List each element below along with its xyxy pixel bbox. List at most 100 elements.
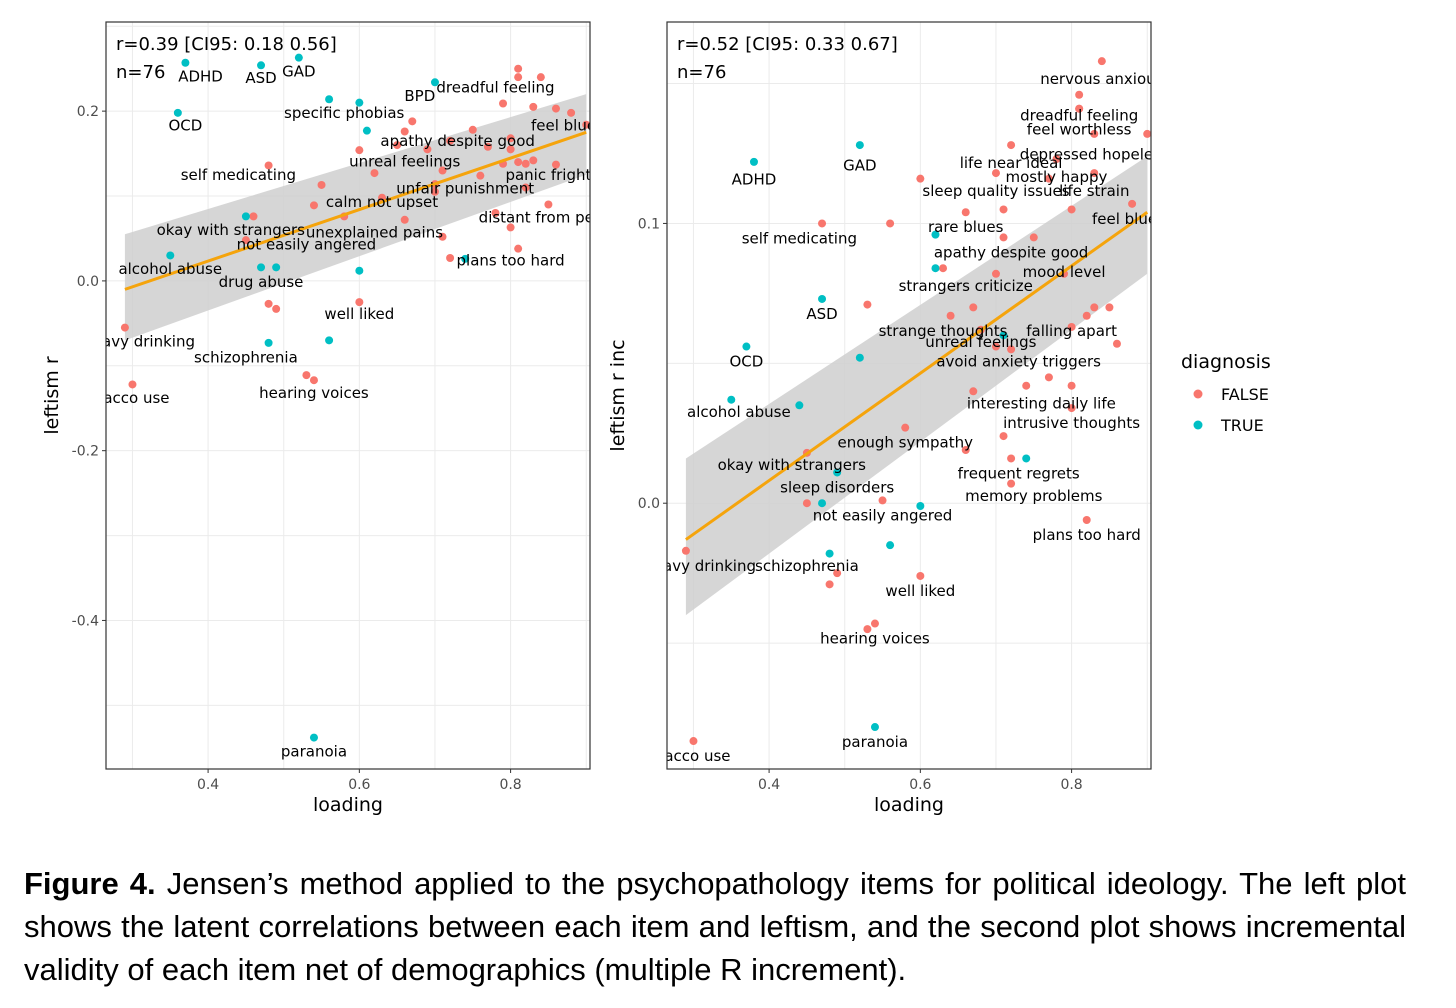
point-label-panic-fright: panic fright <box>505 166 591 184</box>
data-point <box>506 145 515 154</box>
point-label-alcohol-abuse: alcohol abuse <box>687 403 791 421</box>
data-point-not-easily-angered <box>241 236 250 245</box>
data-point-hearing-voices <box>870 619 879 628</box>
data-point-avoid-anxiety-triggers <box>991 342 1000 351</box>
data-point <box>818 499 827 508</box>
data-point <box>438 232 447 241</box>
data-point <box>886 219 895 228</box>
stat-annotation-1: n=76 <box>677 62 726 83</box>
data-point <box>939 264 948 273</box>
legend-key-true <box>1193 420 1203 430</box>
point-label-heavy-drinking: heavy drinking <box>644 557 756 575</box>
point-label-sleep-quality-issues: sleep quality issues <box>922 182 1069 200</box>
point-label-sleep-disorders: sleep disorders <box>780 478 894 496</box>
data-point-heavy-drinking <box>681 546 690 555</box>
data-point-unreal-feelings <box>393 141 402 150</box>
data-point <box>355 266 364 275</box>
data-point-gad <box>294 53 303 62</box>
data-point-okay-with-strangers <box>241 212 250 221</box>
point-label-strangers-criticize: strangers criticize <box>899 277 1033 295</box>
data-point-alcohol-abuse <box>727 395 736 404</box>
confidence-ribbon <box>124 94 587 341</box>
point-label-heavy-drinking: heavy drinking <box>83 332 195 350</box>
data-point-life-strain <box>1090 169 1099 178</box>
point-label-drug-abuse: drug abuse <box>219 273 304 291</box>
data-point-schizophrenia <box>264 338 273 347</box>
data-point-adhd <box>749 157 758 166</box>
data-point <box>999 432 1008 441</box>
data-point <box>1082 311 1091 320</box>
data-point <box>400 215 409 224</box>
x-tick-label: 0.4 <box>197 777 219 793</box>
left-scatter-plot: ADHD ASD GAD BPD dreadful feeling OCD specific… <box>41 21 596 816</box>
legend-label-true: TRUE <box>1220 416 1264 435</box>
data-point-memory-problems <box>1007 479 1016 488</box>
data-point <box>249 212 258 221</box>
data-point <box>1105 303 1114 312</box>
point-label-feel-worthless: feel worthless <box>1027 120 1132 138</box>
data-point <box>931 230 940 239</box>
caption-label: Figure 4. <box>24 866 156 901</box>
data-point <box>317 180 326 189</box>
point-label-apathy-despite-good: apathy despite good <box>934 243 1088 261</box>
point-label-alcohol-abuse: alcohol abuse <box>118 260 222 278</box>
point-label-tobacco-use: tobacco use <box>640 747 731 765</box>
data-point-sleep-disorders <box>833 468 842 477</box>
data-point <box>1022 381 1031 390</box>
data-point <box>969 303 978 312</box>
data-point-paranoia <box>309 733 318 742</box>
y-axis-title: leftism r inc <box>607 339 629 451</box>
point-label-well-liked: well liked <box>324 305 394 323</box>
x-tick-label: 0.4 <box>758 777 780 793</box>
data-point-strange-thoughts <box>946 311 955 320</box>
point-label-ocd: OCD <box>168 117 202 135</box>
point-label-plans-too-hard: plans too hard <box>457 252 565 270</box>
point-label-life-strain: life strain <box>1059 182 1129 200</box>
data-point <box>514 244 523 253</box>
data-point <box>506 223 515 232</box>
point-label-adhd: ADHD <box>178 67 223 85</box>
point-label-paranoia: paranoia <box>281 742 347 760</box>
data-point-bpd <box>430 78 439 87</box>
point-label-gad: GAD <box>843 157 876 175</box>
x-tick-label: 0.8 <box>1060 777 1082 793</box>
data-point <box>916 502 925 511</box>
y-tick-label: 0.2 <box>77 104 99 120</box>
data-point-tobacco-use <box>128 380 137 389</box>
data-point <box>1044 373 1053 382</box>
data-point <box>863 300 872 309</box>
stat-annotation-1: n=76 <box>116 62 165 83</box>
point-label-unfair-punishment: unfair punishment <box>396 180 534 198</box>
data-point-drug-abuse <box>272 263 281 272</box>
data-point-well-liked <box>916 571 925 580</box>
x-tick-label: 0.6 <box>909 777 931 793</box>
point-label-rare-blues: rare blues <box>928 218 1004 236</box>
point-label-mostly-happy: mostly happy <box>1006 168 1108 186</box>
x-tick-label: 0.8 <box>499 777 521 793</box>
data-point <box>536 73 545 82</box>
data-point <box>802 499 811 508</box>
data-point-rare-blues <box>961 208 970 217</box>
point-label-unreal-feelings: unreal feelings <box>925 333 1036 351</box>
data-point <box>833 569 842 578</box>
panel-border <box>105 21 591 770</box>
point-label-tobacco-use: tobacco use <box>79 389 170 407</box>
data-point <box>1143 129 1151 138</box>
data-point-self-medicating <box>264 161 273 170</box>
data-point <box>309 201 318 210</box>
y-tick-label: -0.2 <box>72 444 99 460</box>
point-label-adhd: ADHD <box>732 171 777 189</box>
point-label-feel-blue: feel blue <box>531 117 596 135</box>
data-point <box>476 171 485 180</box>
point-label-plans-too-hard: plans too hard <box>1033 526 1141 544</box>
point-label-hearing-voices: hearing voices <box>259 384 369 402</box>
data-point-asd <box>257 61 266 70</box>
point-label-schizophrenia: schizophrenia <box>194 348 298 366</box>
figure-caption: Figure 4. Jensen’s method applied to the… <box>24 862 1406 991</box>
data-point-specific-phobias <box>325 95 334 104</box>
data-point <box>408 117 417 126</box>
data-point <box>514 158 523 167</box>
data-point-ocd <box>173 108 182 117</box>
data-point <box>551 160 560 169</box>
